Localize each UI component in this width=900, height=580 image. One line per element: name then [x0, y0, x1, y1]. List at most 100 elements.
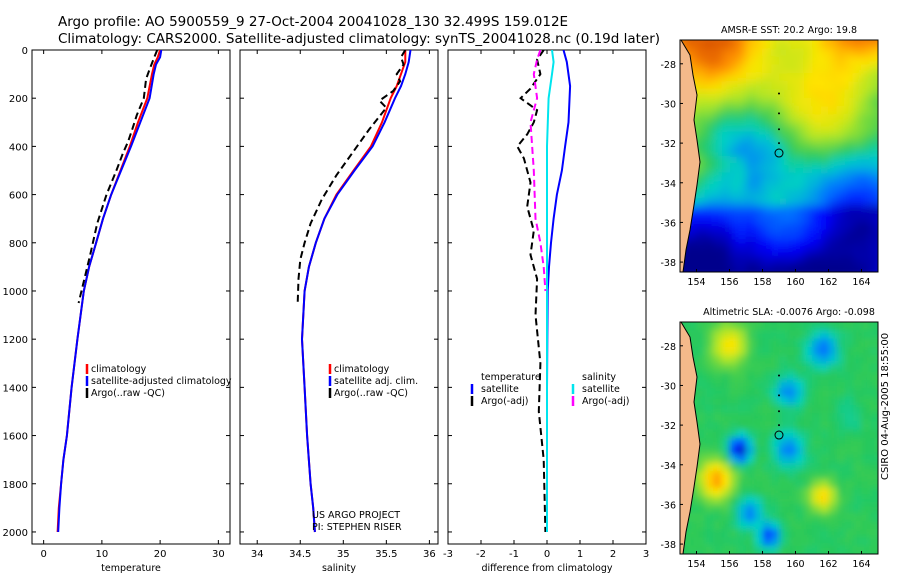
- sla_map-cell: [688, 338, 698, 348]
- sst_map-cell: [869, 89, 878, 99]
- sla_map-cell: [779, 363, 789, 373]
- sst_map-cell: [803, 106, 814, 116]
- sla_map-cell: [812, 371, 822, 381]
- sla_map-cell: [713, 504, 723, 514]
- sla_map-cell: [803, 429, 814, 439]
- sst_map-cell: [812, 238, 822, 249]
- sla_map-cell: [704, 504, 715, 514]
- sla_map-cell: [812, 529, 822, 539]
- sst_map-cell: [836, 106, 847, 116]
- sst_map-xtick-label: 154: [687, 277, 705, 288]
- sst_map-cell: [737, 230, 748, 240]
- sst_map-cell: [704, 156, 715, 166]
- sst_map-cell: [696, 180, 706, 191]
- sst_map-cell: [853, 106, 863, 116]
- sst_map-cell: [770, 238, 781, 249]
- sla_map-land: [680, 322, 701, 554]
- difference-series-line-2: [546, 50, 555, 532]
- sst_map-cell: [696, 81, 706, 91]
- sla_map-cell: [820, 413, 830, 423]
- sst_map-cell: [812, 205, 822, 215]
- sla_map-cell: [704, 355, 715, 365]
- sst_map-cell: [828, 40, 838, 50]
- sst_map-cell: [721, 114, 731, 124]
- sla_map-cell: [713, 330, 723, 340]
- sst_map-cell: [729, 255, 739, 265]
- sst_map-cell: [820, 89, 830, 99]
- sla_map-cell: [754, 520, 764, 531]
- sla_map-cell: [721, 520, 731, 531]
- sla_map-ytick-label: -30: [660, 381, 676, 392]
- sla_map-cell: [845, 322, 855, 332]
- sla_map-cell: [828, 496, 838, 506]
- sla_map-cell: [696, 363, 706, 373]
- sla_map-cell: [878, 529, 887, 538]
- sla_map-cell: [787, 346, 797, 357]
- sst_map-cell: [729, 64, 739, 75]
- sst_map-cell: [737, 156, 748, 166]
- sst_map-cell: [853, 238, 863, 249]
- sla_map-cell: [704, 404, 715, 415]
- sst_map-cell: [704, 164, 715, 174]
- sla_map-cell: [770, 346, 781, 357]
- sst_map-cell: [803, 247, 814, 257]
- sst_map-cell: [737, 73, 748, 83]
- sla_map-cell: [787, 496, 797, 506]
- sla_map-cell: [845, 496, 855, 506]
- sla_map-cell: [820, 487, 830, 497]
- sst_map-cell: [704, 73, 715, 83]
- sla_map-cell: [721, 404, 731, 415]
- sla_map-cell: [770, 338, 781, 348]
- sla_map-cell: [812, 545, 822, 554]
- sla_map-cell: [746, 330, 756, 340]
- sst_map-cell: [754, 81, 764, 91]
- sst_map-cell: [861, 214, 871, 224]
- sla_map-cell: [812, 346, 822, 357]
- sst_map-cell: [795, 172, 805, 182]
- sst_map-cell: [737, 114, 748, 124]
- sst_map-cell: [795, 131, 805, 141]
- sst_map-cell: [704, 106, 715, 116]
- sst_map-cell: [721, 180, 731, 191]
- sla_map-cell: [770, 413, 781, 423]
- sst_map-cell: [754, 255, 764, 265]
- sst_map-cell: [688, 255, 698, 265]
- sst_map-cell: [721, 48, 731, 58]
- sst_map-cell: [828, 247, 838, 257]
- sla_map-cell: [869, 545, 878, 554]
- sst_map-cell: [853, 172, 863, 182]
- sla_map-cell: [737, 355, 748, 365]
- sla_map-cell: [869, 462, 878, 473]
- sst_map-cell: [696, 56, 706, 66]
- sla_map-cell: [746, 429, 756, 439]
- sst_map-cell: [779, 114, 789, 124]
- sla_map-cell: [795, 429, 805, 439]
- sst_map-ytick-label: -36: [660, 218, 676, 229]
- sla_map-cell: [754, 355, 764, 365]
- sst_map-cell: [836, 222, 847, 232]
- sst_map-cell: [729, 40, 739, 50]
- sla_map-cell: [795, 504, 805, 514]
- sst_map-cell: [795, 64, 805, 75]
- panel-temperature: 0 10 20 30 0 200 400 600 800 1000 1200 1400 1600 1800…: [3, 46, 232, 574]
- sla_map-cell: [836, 537, 847, 547]
- sst_map-cell: [861, 64, 871, 75]
- sst_map-cell: [836, 189, 847, 199]
- sst_map-cell: [869, 106, 878, 116]
- sst_map-cell: [721, 230, 731, 240]
- sla_map-cell: [828, 520, 838, 531]
- sla_map-cell: [762, 462, 772, 473]
- sla_map-cell: [803, 512, 814, 522]
- sla_map-cell: [754, 496, 764, 506]
- temperature-xlabel: temperature: [101, 563, 161, 574]
- sla_map-cell: [869, 454, 878, 464]
- sla_map-cell: [696, 322, 706, 332]
- sst_map-cell: [853, 247, 863, 257]
- sla_map-cell: [861, 380, 871, 390]
- sst_map-cell: [869, 214, 878, 224]
- sla_map-cell: [705, 554, 714, 563]
- sst_map-cell: [746, 230, 756, 240]
- sla_map-cell: [869, 363, 878, 373]
- sst_map-cell: [704, 56, 715, 66]
- sla_map-cell: [828, 363, 838, 373]
